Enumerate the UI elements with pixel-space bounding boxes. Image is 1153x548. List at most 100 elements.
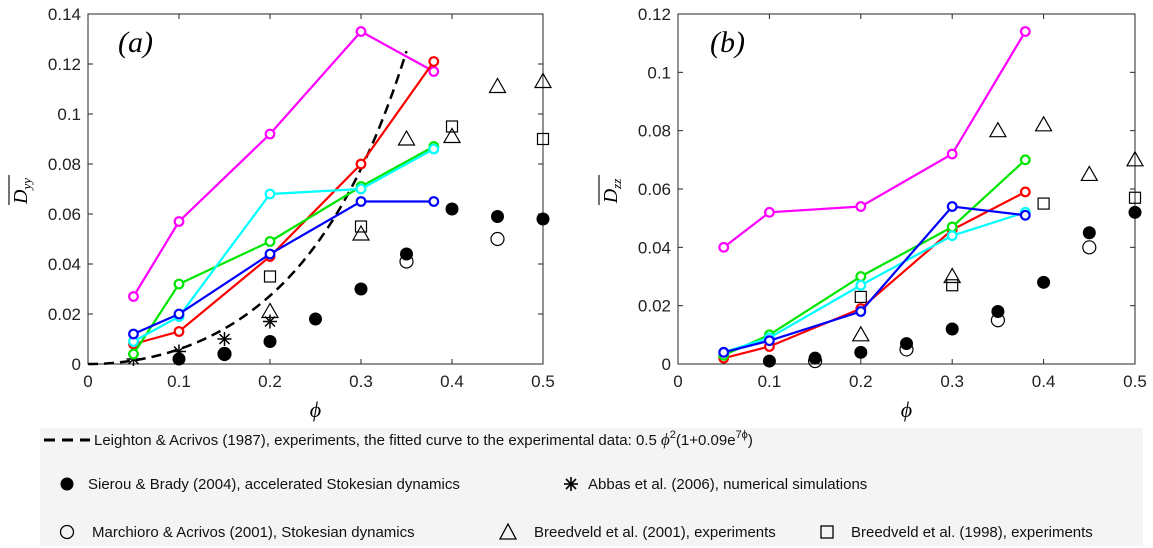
panel-b-cyan-marker [946, 230, 958, 242]
legend: Leighton & Acrivos (1987), experiments, … [40, 428, 1143, 546]
panel-a-triangle-point [260, 302, 280, 319]
panel-b-triangle-point [1080, 165, 1099, 182]
legend-formula-text: (1+0.09e [676, 432, 736, 449]
panel-a-asterisk-point [263, 314, 277, 329]
legend-filled-circle-label: Sierou & Brady (2004), accelerated Stoke… [88, 476, 460, 493]
panel-a-filled-circle-point [445, 202, 459, 216]
panel-b-filled-circle-point [762, 354, 776, 368]
panel-b-ylabel: Dzz [598, 175, 624, 205]
panel-b-triangle-point [1034, 115, 1053, 132]
panel-a-label: (a) [118, 26, 153, 59]
panel-b-square-point [854, 290, 867, 304]
legend-triangle-marker [498, 522, 518, 540]
panel-a-magenta-marker [128, 291, 139, 302]
panel-b-green-marker [1019, 154, 1031, 166]
panel-a-triangle-point [533, 72, 553, 89]
legend-exponent-2: 2 [670, 429, 676, 441]
panel-a-cyan-marker [264, 188, 276, 200]
panel-a-green-marker [128, 348, 139, 360]
panel-a-asterisk-stroke [264, 315, 276, 328]
panel-b-xtick-label: 0.4 [1032, 372, 1056, 391]
panel-a-blue-marker [428, 196, 440, 207]
panel-b-filled-circle-point [808, 351, 822, 365]
panel-b-xtick-label: 0.1 [758, 372, 782, 391]
panel-a-xtick-label: 0.1 [167, 372, 191, 391]
panel-b-ytick-label: 0.08 [638, 122, 671, 141]
panel-a-blue-marker [355, 196, 367, 207]
panel-b-triangle-point [851, 325, 870, 342]
panel-b-ytick-label: 0.02 [638, 297, 671, 316]
panel-b-ylabel-text: Dzz [600, 179, 624, 205]
legend-open-circle-marker [59, 524, 75, 540]
panel-a-green-line [132, 145, 435, 355]
panel-a-triangle-point [397, 129, 416, 146]
panel-a-red-line [133, 60, 435, 346]
panel-a-asterisk-point [217, 332, 232, 346]
panel-a-ytick-label: 0.14 [48, 5, 81, 24]
panel-a-ytick-label: 0.02 [48, 305, 81, 324]
panel-a-triangle-point [488, 77, 507, 94]
panel-a-filled-circle-point [354, 282, 368, 296]
panel-a-ytick-label: 0.08 [48, 155, 81, 174]
panel-b-square-point [1037, 197, 1050, 210]
panel-b-triangle-point [988, 121, 1007, 138]
panel-a-blue-marker [264, 248, 276, 260]
panel-a-xtick-label: 0.4 [440, 372, 464, 391]
legend-phi-symbol: ϕ [661, 430, 670, 449]
panel-a-square-point [263, 270, 277, 283]
legend-dashed-text: Leighton & Acrivos (1987), experiments, … [94, 432, 661, 449]
legend-filled-circle-marker [60, 477, 74, 491]
panel-a-magenta-marker [264, 128, 276, 140]
panel-a-xtick-label: 0.3 [349, 372, 373, 391]
panel-a-filled-circle-point [536, 212, 550, 226]
panel-b-filled-circle-point [900, 337, 913, 351]
panel-a-axes-box [87, 13, 544, 365]
panel-a: 0 0.1 0.2 0.3 0.4 0.5 0 0.02 0.04 0.06 0.08 0.1 0.12… [8, 5, 555, 422]
panel-b-blue-marker [946, 201, 958, 212]
panel-b-magenta-marker [718, 241, 730, 253]
panel-b-open-circle-point [1082, 240, 1097, 255]
panel-b-ytick-label: 0.04 [638, 238, 671, 257]
panel-b-filled-circle-point [1082, 226, 1096, 240]
panel-a-filled-circle-point [263, 335, 277, 348]
panel-b-magenta-marker [1019, 26, 1031, 37]
legend-close-paren: ) [748, 432, 753, 449]
panel-a-xtick-label: 0 [83, 372, 92, 391]
panel-b-green-marker [855, 271, 867, 282]
panel-b-xtick-label: 0.5 [1123, 372, 1147, 391]
panel-a-red-marker [428, 56, 440, 67]
panel-a-red-marker [173, 326, 185, 337]
panel-a-open-circle-point [490, 231, 505, 247]
panel-a-filled-circle-point [309, 312, 322, 326]
panel-b: 0 0.1 0.2 0.3 0.4 0.5 0 0.02 0.04 0.06 0.08 0.1 0.12… [598, 5, 1147, 422]
panel-a-magenta-line [132, 30, 435, 298]
legend-exponent-7phi: 7ϕ [736, 429, 748, 441]
panel-b-magenta-marker [946, 148, 958, 160]
panel-a-ytick-label: 0.1 [57, 105, 81, 124]
panel-a-ytick-label: 0.12 [48, 55, 81, 74]
panel-b-cyan-marker [855, 279, 867, 291]
panel-a-filled-circle-point [218, 347, 231, 361]
panel-a-blue-marker [173, 308, 185, 320]
panel-b-triangle-point [1125, 150, 1145, 167]
panel-a-ylabel-main: D [10, 189, 32, 205]
panel-b-ytick-label: 0.12 [638, 5, 671, 24]
panel-b-xtick-label: 0 [673, 372, 682, 391]
panel-a-open-circle-point [217, 346, 232, 362]
panel-b-filled-circle-point [945, 322, 959, 336]
legend-square-marker [820, 525, 834, 539]
legend-asterisk-marker [564, 477, 578, 491]
panel-a-green-marker [173, 278, 185, 290]
legend-background [40, 428, 1143, 546]
panel-b-ytick-label: 0 [662, 355, 671, 374]
panel-b-square-point [1128, 191, 1142, 204]
panel-b-ytick-label: 0.06 [638, 180, 671, 199]
panel-b-filled-circle-point [1037, 275, 1051, 289]
panel-a-magenta-marker [173, 216, 185, 227]
panel-b-blue-marker [1019, 209, 1031, 221]
panel-b-magenta-marker [764, 206, 775, 218]
panel-a-triangle-point [442, 127, 462, 144]
legend-square-label: Breedveld et al. (1998), experiments [851, 524, 1093, 541]
panel-b-ytick-label: 0.1 [647, 63, 671, 82]
